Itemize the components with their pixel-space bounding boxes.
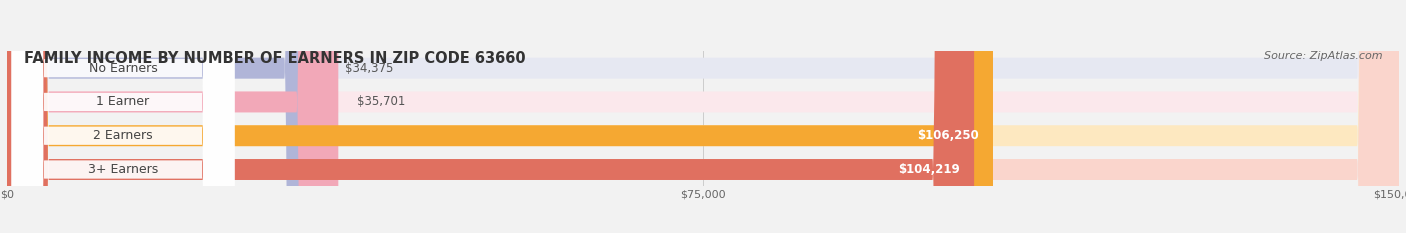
FancyBboxPatch shape bbox=[7, 0, 993, 233]
Text: $106,250: $106,250 bbox=[917, 129, 979, 142]
FancyBboxPatch shape bbox=[11, 0, 235, 233]
FancyBboxPatch shape bbox=[7, 0, 1399, 233]
Text: $104,219: $104,219 bbox=[898, 163, 960, 176]
FancyBboxPatch shape bbox=[7, 0, 1399, 233]
Text: 3+ Earners: 3+ Earners bbox=[89, 163, 157, 176]
FancyBboxPatch shape bbox=[7, 0, 974, 233]
Text: No Earners: No Earners bbox=[89, 62, 157, 75]
Text: Source: ZipAtlas.com: Source: ZipAtlas.com bbox=[1264, 51, 1382, 61]
FancyBboxPatch shape bbox=[7, 0, 339, 233]
Text: 2 Earners: 2 Earners bbox=[93, 129, 153, 142]
FancyBboxPatch shape bbox=[7, 0, 1399, 233]
Text: $35,701: $35,701 bbox=[357, 96, 405, 108]
Text: $34,375: $34,375 bbox=[344, 62, 392, 75]
FancyBboxPatch shape bbox=[7, 0, 1399, 233]
Text: 1 Earner: 1 Earner bbox=[97, 96, 149, 108]
Text: FAMILY INCOME BY NUMBER OF EARNERS IN ZIP CODE 63660: FAMILY INCOME BY NUMBER OF EARNERS IN ZI… bbox=[24, 51, 526, 66]
FancyBboxPatch shape bbox=[7, 0, 326, 233]
FancyBboxPatch shape bbox=[11, 0, 235, 233]
FancyBboxPatch shape bbox=[11, 0, 235, 233]
FancyBboxPatch shape bbox=[11, 0, 235, 233]
